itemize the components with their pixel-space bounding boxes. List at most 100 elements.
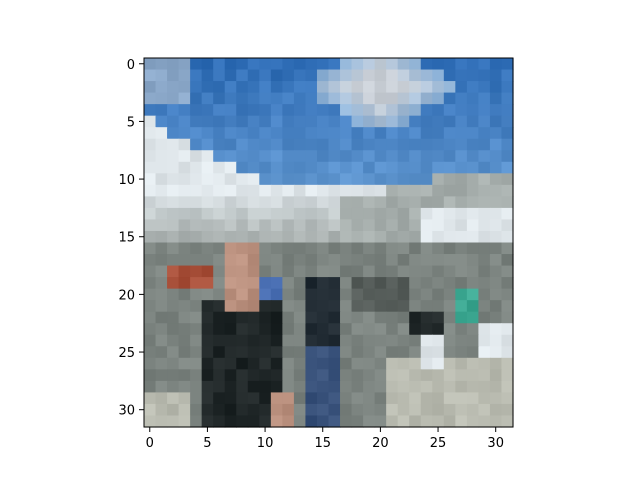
image-pixel xyxy=(282,277,295,290)
image-pixel xyxy=(351,150,364,163)
image-pixel xyxy=(316,127,330,140)
image-pixel xyxy=(224,230,237,244)
image-pixel xyxy=(201,81,214,94)
image-pixel xyxy=(201,173,214,186)
image-pixel xyxy=(213,288,226,301)
image-pixel xyxy=(386,104,399,117)
image-pixel xyxy=(305,369,318,382)
image-pixel xyxy=(259,415,272,428)
image-pixel xyxy=(386,334,399,347)
image-pixel xyxy=(397,288,410,301)
image-pixel xyxy=(386,392,399,405)
image-pixel xyxy=(213,300,226,313)
image-pixel xyxy=(270,277,283,290)
image-pixel xyxy=(386,150,399,163)
image-pixel xyxy=(316,323,330,336)
image-pixel xyxy=(501,184,514,197)
image-pixel xyxy=(409,81,422,94)
image-pixel xyxy=(293,242,307,255)
image-pixel xyxy=(432,265,445,278)
image-pixel xyxy=(144,311,157,324)
image-pixel xyxy=(501,311,514,324)
image-pixel xyxy=(466,184,480,197)
image-pixel xyxy=(386,92,399,105)
image-pixel xyxy=(363,392,376,405)
image-pixel xyxy=(351,300,364,313)
image-pixel xyxy=(501,58,514,71)
image-pixel xyxy=(190,346,203,359)
image-pixel xyxy=(443,138,456,151)
image-pixel xyxy=(259,242,272,255)
image-pixel xyxy=(386,69,399,82)
image-pixel xyxy=(293,357,307,370)
image-pixel xyxy=(270,392,283,405)
image-pixel xyxy=(455,369,468,382)
image-pixel xyxy=(305,403,318,417)
image-pixel xyxy=(501,219,514,232)
image-pixel xyxy=(328,69,341,82)
image-pixel xyxy=(478,277,491,290)
image-pixel xyxy=(466,323,480,336)
image-pixel xyxy=(443,311,456,324)
image-pixel xyxy=(351,230,364,244)
image-pixel xyxy=(466,369,480,382)
image-pixel xyxy=(316,380,330,394)
image-pixel xyxy=(420,161,433,174)
image-pixel xyxy=(351,415,364,428)
image-pixel xyxy=(213,58,226,71)
image-pixel xyxy=(213,81,226,94)
image-pixel xyxy=(466,357,480,370)
image-pixel xyxy=(259,265,272,278)
image-pixel xyxy=(443,173,456,186)
image-pixel xyxy=(167,403,180,417)
image-pixel xyxy=(501,403,514,417)
image-pixel xyxy=(466,104,480,117)
image-pixel xyxy=(432,104,445,117)
image-pixel xyxy=(501,115,514,128)
image-pixel xyxy=(489,138,503,151)
image-pixel xyxy=(270,115,283,128)
image-pixel xyxy=(167,242,180,255)
image-pixel xyxy=(340,380,353,394)
image-pixel xyxy=(305,150,318,163)
image-pixel xyxy=(409,415,422,428)
image-pixel xyxy=(144,277,157,290)
image-pixel xyxy=(305,242,318,255)
image-pixel xyxy=(282,242,295,255)
image-pixel xyxy=(155,127,168,140)
image-pixel xyxy=(293,346,307,359)
image-pixel xyxy=(420,173,433,186)
image-pixel xyxy=(374,334,387,347)
image-pixel xyxy=(386,58,399,71)
image-pixel xyxy=(270,150,283,163)
image-pixel xyxy=(489,311,503,324)
image-pixel xyxy=(386,311,399,324)
image-pixel xyxy=(501,346,514,359)
image-pixel xyxy=(489,300,503,313)
image-pixel xyxy=(270,219,283,232)
image-pixel xyxy=(443,92,456,105)
image-pixel xyxy=(351,184,364,197)
image-pixel xyxy=(397,127,410,140)
image-pixel xyxy=(155,207,168,221)
image-pixel xyxy=(190,288,203,301)
image-pixel xyxy=(155,369,168,382)
image-pixel xyxy=(167,69,180,82)
image-pixel xyxy=(374,138,387,151)
image-pixel xyxy=(501,138,514,151)
image-pixel xyxy=(316,392,330,405)
image-pixel xyxy=(144,380,157,394)
image-pixel xyxy=(363,219,376,232)
image-pixel xyxy=(409,173,422,186)
image-pixel xyxy=(247,150,260,163)
image-pixel xyxy=(478,127,491,140)
image-pixel xyxy=(190,207,203,221)
image-pixel xyxy=(293,115,307,128)
image-pixel xyxy=(420,415,433,428)
image-pixel xyxy=(155,277,168,290)
image-pixel xyxy=(293,254,307,267)
image-pixel xyxy=(328,277,341,290)
image-pixel xyxy=(432,161,445,174)
image-pixel xyxy=(374,184,387,197)
image-pixel xyxy=(293,300,307,313)
